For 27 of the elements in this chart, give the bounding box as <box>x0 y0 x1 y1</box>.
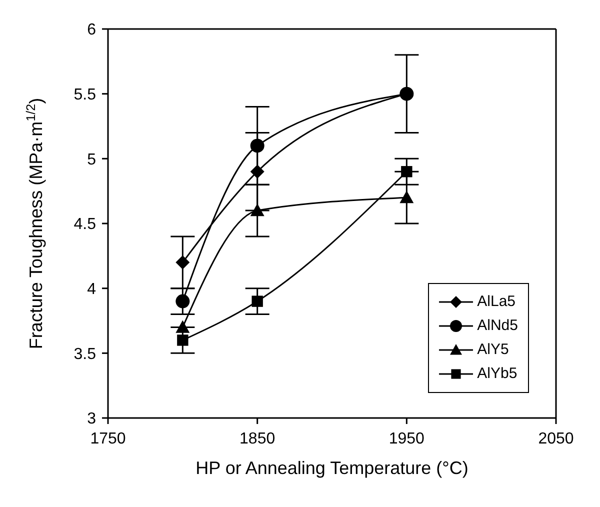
point <box>400 86 414 101</box>
point <box>400 190 414 204</box>
x-tick-label: 1850 <box>240 430 276 448</box>
legend-label: AlLa5 <box>477 292 516 312</box>
point <box>250 138 264 153</box>
legend-label: AlNd5 <box>477 316 518 336</box>
point <box>401 166 412 178</box>
y-tick-label: 3.5 <box>74 346 96 363</box>
x-tick-label: 2050 <box>538 430 574 448</box>
legend-label: AlY5 <box>477 340 509 360</box>
point <box>250 164 264 179</box>
y-tick-label: 5.5 <box>74 86 96 104</box>
x-tick-label: 1750 <box>90 430 126 448</box>
legend-label: AlYb5 <box>477 364 518 384</box>
point <box>176 255 190 270</box>
point <box>176 294 190 308</box>
x-axis-title: HP or Annealing Temperature (°C) <box>196 458 468 478</box>
y-tick-label: 3 <box>87 410 96 428</box>
point <box>250 204 264 216</box>
y-tick-label: 4 <box>87 281 96 298</box>
x-tick-label: 1950 <box>388 430 425 448</box>
point <box>176 320 190 333</box>
point <box>252 296 263 307</box>
y-tick-label: 4.5 <box>74 216 96 234</box>
point <box>177 334 188 346</box>
y-tick-label: 5 <box>87 151 96 168</box>
y-tick-label: 6 <box>87 22 96 39</box>
